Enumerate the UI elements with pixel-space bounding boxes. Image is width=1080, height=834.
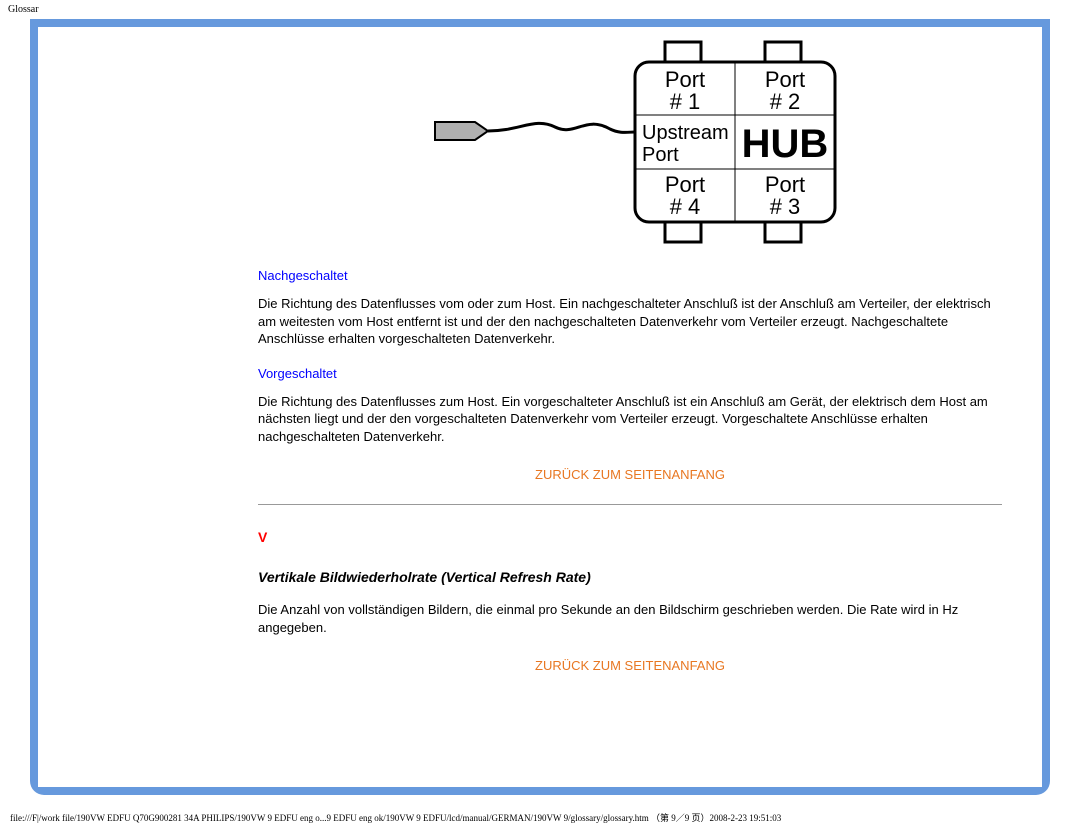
heading-nachgeschaltet: Nachgeschaltet	[258, 268, 1002, 283]
page-title: Glossar	[0, 0, 1080, 19]
footer-file-path: file:///F|/work file/190VW EDFU Q70G9002…	[0, 805, 1080, 834]
hub-diagram: Port # 1 Port # 2 Upstream Port HUB Port…	[258, 27, 1002, 250]
heading-vorgeschaltet: Vorgeschaltet	[258, 366, 1002, 381]
port-stub-2	[765, 42, 801, 62]
term-title-vertical-refresh: Vertikale Bildwiederholrate (Vertical Re…	[258, 569, 1002, 585]
port3-label-b: # 3	[770, 194, 801, 219]
content-panel: Port # 1 Port # 2 Upstream Port HUB Port…	[38, 27, 1042, 787]
back-to-top-link-1[interactable]: ZURÜCK ZUM SEITENANFANG	[258, 467, 1002, 482]
upstream-label-b: Port	[642, 144, 679, 166]
section-letter-v: V	[258, 529, 1002, 545]
upstream-label-a: Upstream	[642, 122, 729, 144]
text-vertical-refresh: Die Anzahl von vollständigen Bildern, di…	[258, 601, 1002, 636]
text-vorgeschaltet: Die Richtung des Datenflusses zum Host. …	[258, 393, 1002, 446]
port-stub-3	[765, 222, 801, 242]
port-stub-1	[665, 42, 701, 62]
section-divider	[258, 504, 1002, 505]
port2-label-b: # 2	[770, 89, 801, 114]
hub-label: HUB	[742, 122, 829, 166]
hub-diagram-svg: Port # 1 Port # 2 Upstream Port HUB Port…	[410, 37, 850, 247]
port-stub-4	[665, 222, 701, 242]
text-nachgeschaltet: Die Richtung des Datenflusses vom oder z…	[258, 295, 1002, 348]
port4-label-b: # 4	[670, 194, 701, 219]
outer-frame: Port # 1 Port # 2 Upstream Port HUB Port…	[30, 19, 1050, 795]
port1-label-b: # 1	[670, 89, 701, 114]
cable-wire	[488, 123, 635, 132]
plug-icon	[435, 122, 488, 140]
content-inner: Port # 1 Port # 2 Upstream Port HUB Port…	[258, 27, 1002, 673]
back-to-top-link-2[interactable]: ZURÜCK ZUM SEITENANFANG	[258, 658, 1002, 673]
